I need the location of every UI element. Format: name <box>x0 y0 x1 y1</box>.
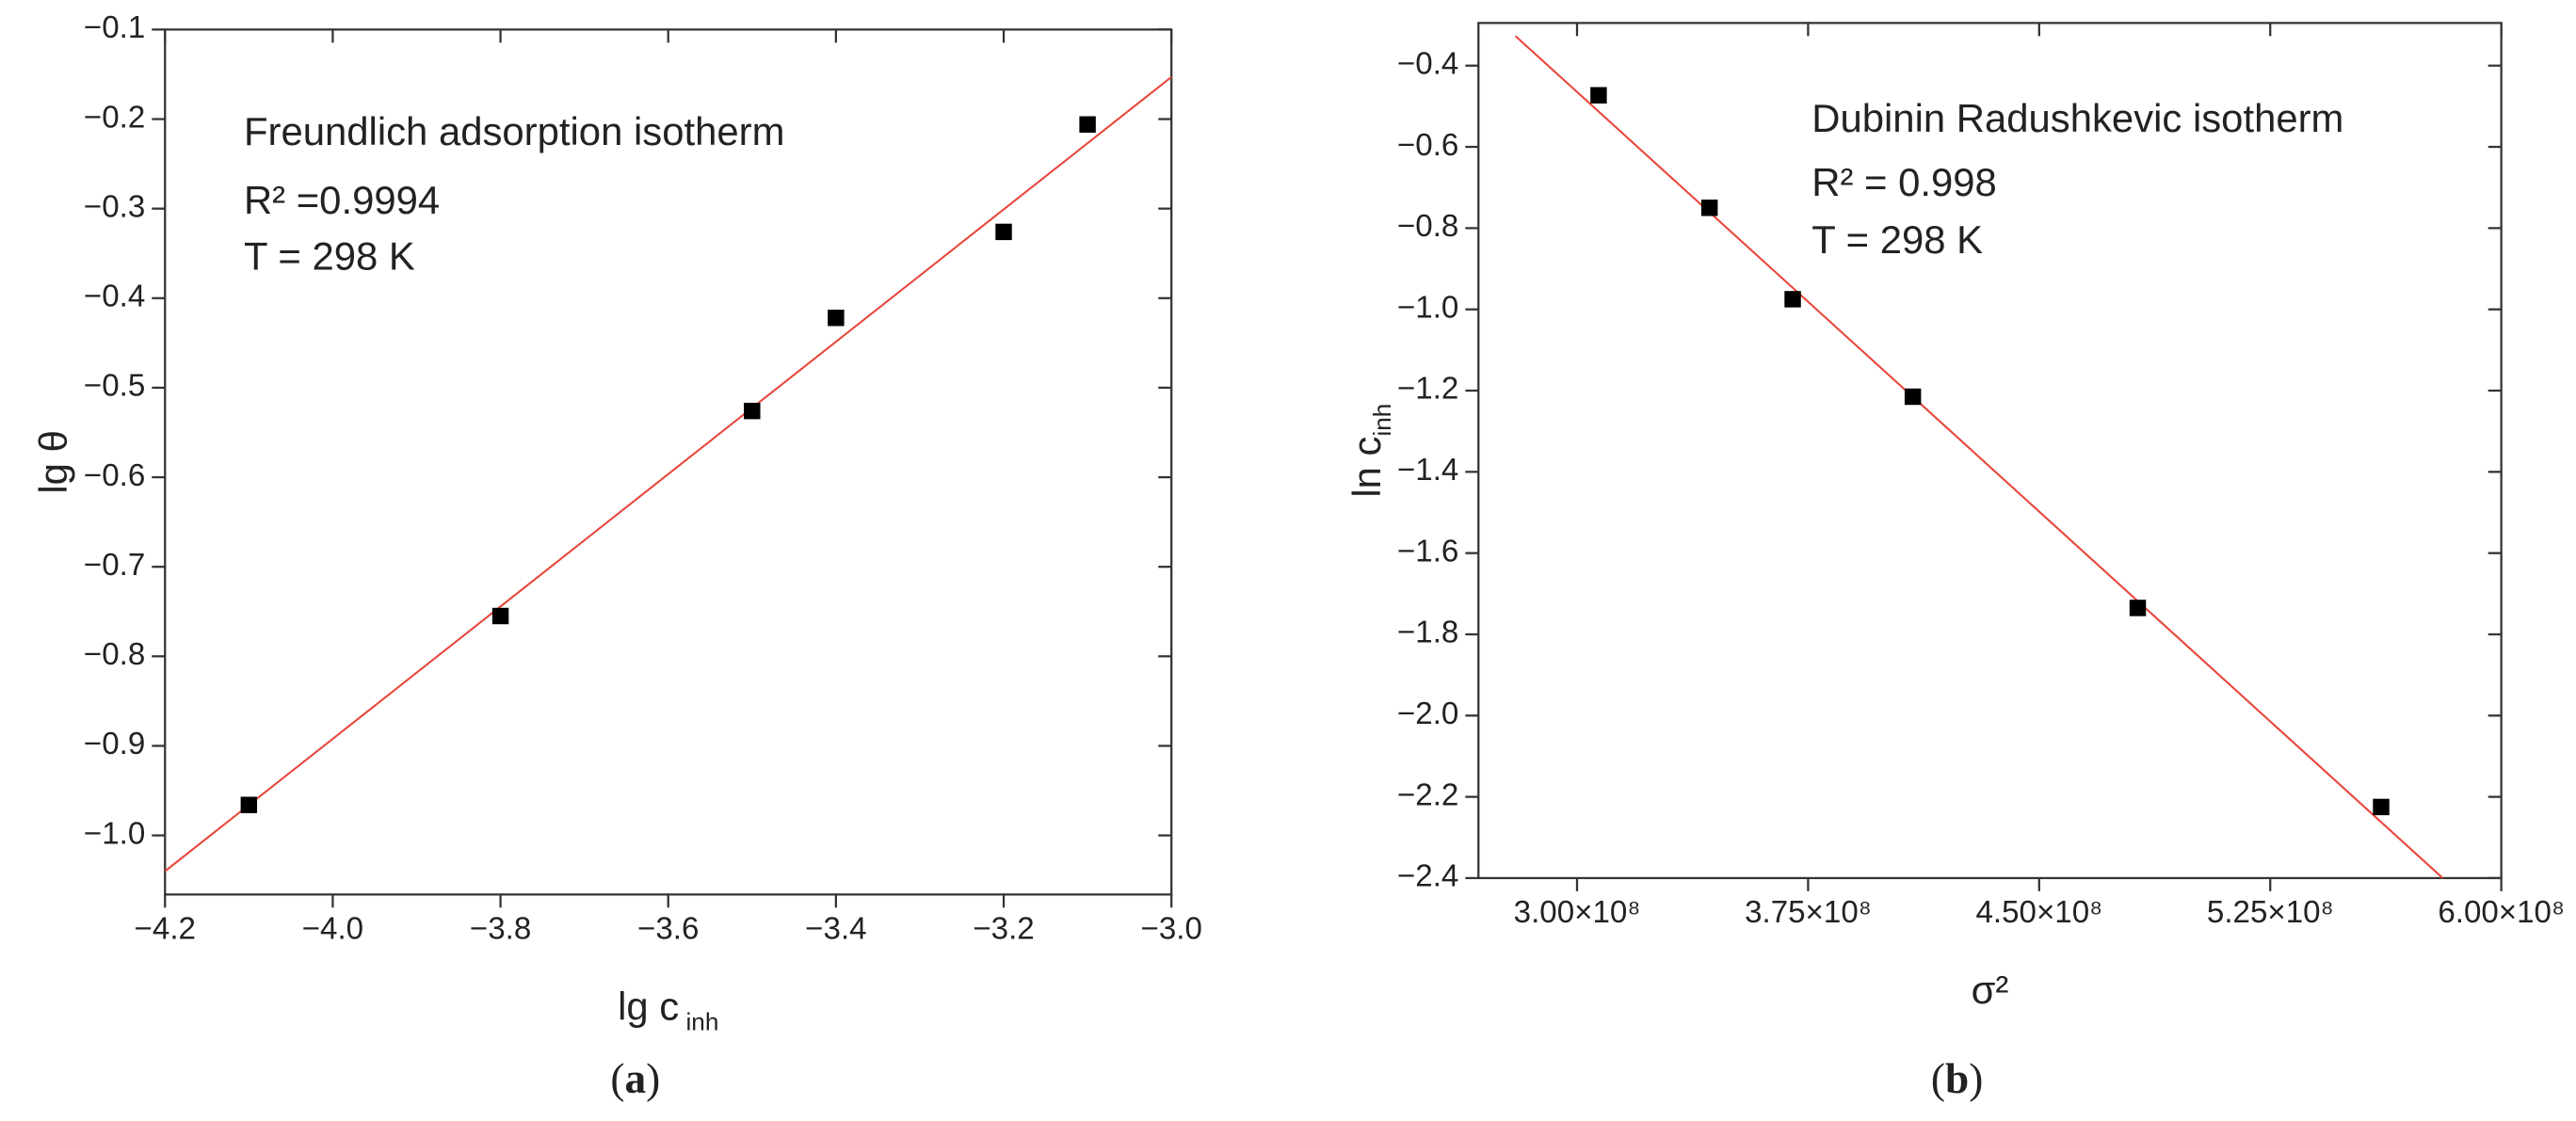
y-tick-label: −0.8 <box>84 637 145 672</box>
text-part: ) <box>646 1055 660 1102</box>
x-tick-label: 6.00×10⁸ <box>2438 895 2565 930</box>
fit-line <box>1514 35 2444 879</box>
y-tick-label: −0.9 <box>84 727 145 761</box>
text-part: R² =0.9994 <box>244 178 440 222</box>
y-tick-label: −1.8 <box>1397 616 1458 650</box>
text-part: ( <box>1931 1055 1945 1102</box>
text-part: inh <box>1368 404 1396 437</box>
x-tick-label: −3.8 <box>470 911 531 946</box>
y-axis-label: ln cinh <box>1344 404 1396 498</box>
y-tick-label: −1.2 <box>1397 372 1458 407</box>
text-part: R² = 0.998 <box>1811 160 1997 204</box>
x-tick-label: 5.25×10⁸ <box>2207 895 2334 930</box>
data-point <box>995 223 1012 241</box>
text-part: T = 298 K <box>1811 217 1983 262</box>
y-tick-label: −0.3 <box>84 189 145 224</box>
annotation: Dubinin Radushkevic isotherm <box>1811 96 2343 140</box>
data-point <box>240 796 258 813</box>
plot-frame <box>1477 22 2503 880</box>
x-tick-label: −3.0 <box>1140 911 1201 946</box>
annotation: T = 298 K <box>244 234 415 279</box>
text-part: ) <box>1969 1055 1983 1102</box>
x-axis-label: σ² <box>1972 968 2009 1012</box>
data-point <box>1784 291 1801 308</box>
x-tick-label: −3.2 <box>973 911 1034 946</box>
panel-caption: (b) <box>1931 1055 1983 1102</box>
y-tick-label: −0.8 <box>1397 209 1458 244</box>
x-tick-label: −4.2 <box>135 911 196 946</box>
text-part: inh <box>679 1007 718 1035</box>
y-tick-label: −0.4 <box>1397 46 1458 81</box>
y-tick-label: −0.1 <box>84 10 145 45</box>
data-point <box>491 607 509 625</box>
data-point <box>1079 116 1096 133</box>
text-part: Dubinin Radushkevic isotherm <box>1811 96 2343 140</box>
text-part: T = 298 K <box>244 234 415 279</box>
annotation: R² = 0.998 <box>1811 160 1997 204</box>
fit-line <box>164 75 1172 873</box>
data-point <box>1590 87 1607 104</box>
y-tick-label: −2.2 <box>1397 777 1458 812</box>
annotation: Freundlich adsorption isotherm <box>244 109 784 153</box>
text-part: ln c <box>1344 437 1389 498</box>
y-tick-label: −0.7 <box>84 548 145 583</box>
y-tick-label: −1.6 <box>1397 534 1458 569</box>
y-tick-label: −2.4 <box>1397 859 1458 894</box>
data-point <box>828 309 845 327</box>
text-part: lg c <box>618 984 679 1028</box>
text-part: lg θ <box>31 430 75 493</box>
y-tick-label: −1.0 <box>1397 290 1458 325</box>
annotation: T = 298 K <box>1811 217 1983 262</box>
text-part: b <box>1945 1055 1969 1102</box>
data-point <box>2373 798 2390 816</box>
x-tick-label: 3.00×10⁸ <box>1514 895 1641 930</box>
plot-frame <box>164 28 1173 896</box>
data-point <box>744 402 761 420</box>
x-tick-label: −3.4 <box>805 911 866 946</box>
x-tick-label: 4.50×10⁸ <box>1975 895 2102 930</box>
y-tick-label: −1.0 <box>84 816 145 851</box>
y-axis-label: lg θ <box>31 430 75 493</box>
x-tick-label: 3.75×10⁸ <box>1745 895 1872 930</box>
text-part: σ² <box>1972 968 2009 1012</box>
panel-caption: (a) <box>610 1055 660 1102</box>
data-point <box>1904 388 1922 406</box>
text-part: Freundlich adsorption isotherm <box>244 109 784 153</box>
text-part: ( <box>610 1055 624 1102</box>
y-tick-label: −1.4 <box>1397 453 1458 488</box>
x-tick-label: −4.0 <box>302 911 363 946</box>
text-part: a <box>625 1055 647 1102</box>
x-tick-label: −3.6 <box>637 911 699 946</box>
y-tick-label: −0.5 <box>84 369 145 404</box>
y-tick-label: −2.0 <box>1397 697 1458 731</box>
y-tick-label: −0.6 <box>84 458 145 493</box>
y-tick-label: −0.2 <box>84 100 145 135</box>
data-point <box>1700 200 1718 216</box>
x-axis-label: lg c inh <box>618 984 718 1035</box>
annotation: R² =0.9994 <box>244 178 440 222</box>
y-tick-label: −0.4 <box>84 280 145 314</box>
y-tick-label: −0.6 <box>1397 128 1458 163</box>
data-point <box>2129 600 2147 617</box>
